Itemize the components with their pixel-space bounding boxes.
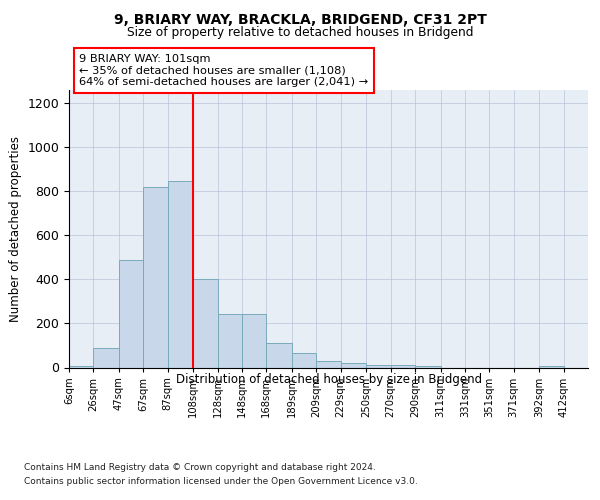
Text: Size of property relative to detached houses in Bridgend: Size of property relative to detached ho… [127,26,473,39]
Bar [366,366,391,368]
Bar [415,366,440,368]
Text: Contains HM Land Registry data © Crown copyright and database right 2024.: Contains HM Land Registry data © Crown c… [24,462,376,471]
Text: 9 BRIARY WAY: 101sqm
← 35% of detached houses are smaller (1,108)
64% of semi-de: 9 BRIARY WAY: 101sqm ← 35% of detached h… [79,54,368,87]
Text: 9, BRIARY WAY, BRACKLA, BRIDGEND, CF31 2PT: 9, BRIARY WAY, BRACKLA, BRIDGEND, CF31 2… [113,12,487,26]
Bar [292,353,316,368]
Bar [167,182,193,368]
Bar [539,366,563,368]
Text: Distribution of detached houses by size in Bridgend: Distribution of detached houses by size … [176,372,482,386]
Text: Contains public sector information licensed under the Open Government Licence v3: Contains public sector information licen… [24,478,418,486]
Bar [94,348,119,368]
Y-axis label: Number of detached properties: Number of detached properties [9,136,22,322]
Bar [242,314,266,368]
Bar [218,314,242,368]
Bar [266,344,292,367]
Bar [193,280,218,368]
Bar [143,187,167,368]
Bar [341,363,366,368]
Bar [391,366,415,368]
Bar [69,366,94,368]
Bar [316,361,341,368]
Bar [119,260,143,368]
